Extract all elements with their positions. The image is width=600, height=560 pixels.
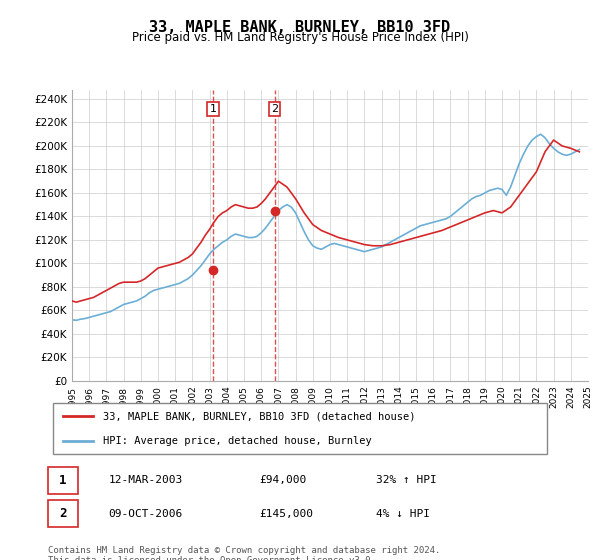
Text: Contains HM Land Registry data © Crown copyright and database right 2024.
This d: Contains HM Land Registry data © Crown c… xyxy=(48,546,440,560)
Text: Price paid vs. HM Land Registry's House Price Index (HPI): Price paid vs. HM Land Registry's House … xyxy=(131,31,469,44)
Text: 2: 2 xyxy=(271,104,278,114)
Text: 33, MAPLE BANK, BURNLEY, BB10 3FD (detached house): 33, MAPLE BANK, BURNLEY, BB10 3FD (detac… xyxy=(103,411,416,421)
Text: £94,000: £94,000 xyxy=(260,475,307,486)
Text: HPI: Average price, detached house, Burnley: HPI: Average price, detached house, Burn… xyxy=(103,436,372,446)
Text: £145,000: £145,000 xyxy=(260,508,314,519)
FancyBboxPatch shape xyxy=(53,403,547,454)
Text: 4% ↓ HPI: 4% ↓ HPI xyxy=(376,508,430,519)
Text: 1: 1 xyxy=(209,104,217,114)
Text: 33, MAPLE BANK, BURNLEY, BB10 3FD: 33, MAPLE BANK, BURNLEY, BB10 3FD xyxy=(149,20,451,35)
Text: 12-MAR-2003: 12-MAR-2003 xyxy=(109,475,183,486)
Text: 09-OCT-2006: 09-OCT-2006 xyxy=(109,508,183,519)
FancyBboxPatch shape xyxy=(48,500,78,528)
Text: 1: 1 xyxy=(59,474,67,487)
FancyBboxPatch shape xyxy=(48,467,78,494)
Text: 32% ↑ HPI: 32% ↑ HPI xyxy=(376,475,436,486)
Text: 2: 2 xyxy=(59,507,67,520)
